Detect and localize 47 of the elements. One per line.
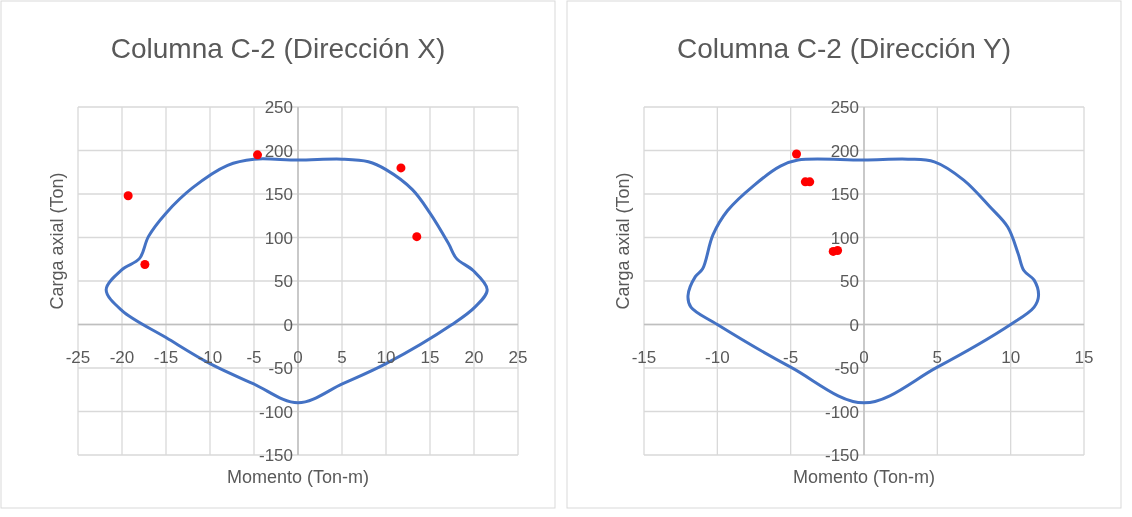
x-tick-label: 5 xyxy=(337,347,347,367)
y-tick-label: 0 xyxy=(849,315,859,335)
point xyxy=(253,150,263,160)
x-tick-label: -10 xyxy=(705,347,730,367)
chart-title: Columna C-2 (Dirección X) xyxy=(110,33,446,64)
y-tick-label: -150 xyxy=(258,446,293,465)
chart-title: Columna C-2 (Dirección Y) xyxy=(676,33,1012,64)
point xyxy=(792,149,802,159)
x-tick-label: -10 xyxy=(197,347,223,367)
y-tick-label: 50 xyxy=(274,272,293,291)
y-tick-label: 250 xyxy=(264,98,293,117)
point xyxy=(412,232,422,242)
x-tick-label: -25 xyxy=(65,347,91,367)
y-tick-label: -150 xyxy=(824,446,859,465)
y-tick-label: -50 xyxy=(834,359,859,378)
x-tick-label: 20 xyxy=(464,347,484,367)
x-tick-label: 10 xyxy=(1001,347,1021,367)
x-tick-label: 10 xyxy=(376,347,396,367)
y-tick-label: 200 xyxy=(264,141,293,161)
y-tick-label: 250 xyxy=(830,98,859,117)
y-tick-label: -50 xyxy=(268,359,293,378)
y-axis-title: Carga axial (Ton) xyxy=(613,172,633,310)
x-tick-label: 15 xyxy=(1074,347,1094,367)
x-tick-label: -5 xyxy=(783,347,799,367)
x-tick-label: -20 xyxy=(109,347,135,367)
y-tick-label: 200 xyxy=(830,141,859,161)
point xyxy=(396,163,406,173)
x-axis-title: Momento (Ton-m) xyxy=(792,467,936,487)
x-tick-label: 5 xyxy=(932,347,943,367)
y-axis-title: Carga axial (Ton) xyxy=(47,172,67,310)
x-tick-label: -5 xyxy=(246,347,262,367)
x-axis-title: Momento (Ton-m) xyxy=(226,467,370,487)
y-tick-label: 150 xyxy=(264,185,293,204)
x-tick-label: 25 xyxy=(508,347,528,367)
y-tick-label: 100 xyxy=(264,228,293,248)
y-tick-label: 0 xyxy=(283,315,293,335)
x-tick-label: -15 xyxy=(631,347,657,367)
y-tick-label: 50 xyxy=(840,272,859,291)
y-tick-label: 150 xyxy=(830,185,859,204)
point xyxy=(140,259,150,269)
y-tick-label: -100 xyxy=(824,402,859,422)
point xyxy=(123,191,133,201)
y-tick-label: -100 xyxy=(258,402,293,422)
x-tick-label: -15 xyxy=(153,347,179,367)
x-tick-label: 15 xyxy=(420,347,440,367)
y-tick-label: 100 xyxy=(830,228,859,248)
point xyxy=(833,246,843,256)
